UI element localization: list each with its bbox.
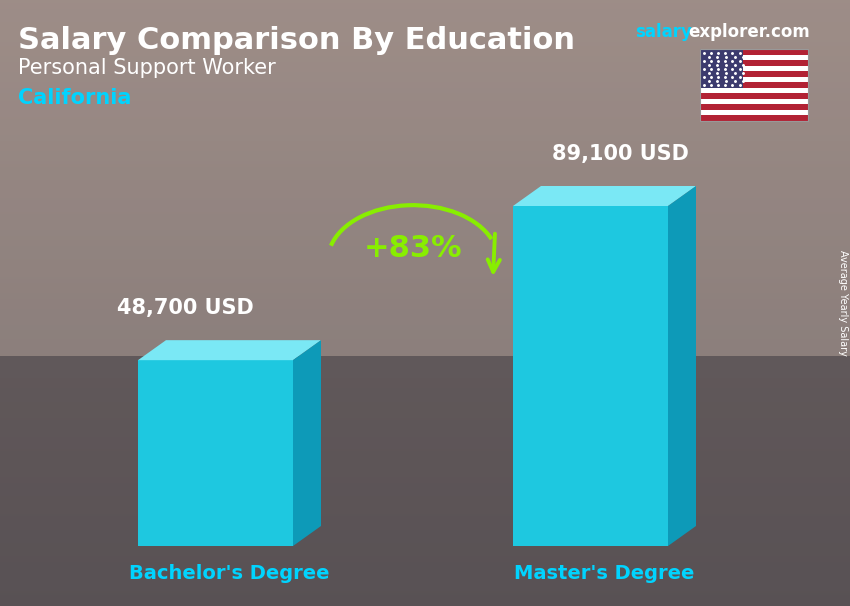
Text: Bachelor's Degree: Bachelor's Degree xyxy=(128,564,329,583)
Bar xyxy=(700,55,808,60)
Text: California: California xyxy=(18,88,132,108)
Bar xyxy=(700,65,808,71)
Bar xyxy=(700,60,808,65)
Polygon shape xyxy=(668,186,696,546)
Bar xyxy=(700,116,808,121)
Text: 48,700 USD: 48,700 USD xyxy=(116,298,253,318)
Polygon shape xyxy=(513,186,696,206)
Text: Average Yearly Salary: Average Yearly Salary xyxy=(838,250,848,356)
Bar xyxy=(700,77,808,82)
Bar xyxy=(700,110,808,116)
Polygon shape xyxy=(513,206,668,546)
Polygon shape xyxy=(138,360,293,546)
Polygon shape xyxy=(138,340,321,360)
Text: explorer.com: explorer.com xyxy=(688,23,810,41)
Bar xyxy=(700,104,808,110)
Text: Personal Support Worker: Personal Support Worker xyxy=(18,58,275,78)
Text: salary: salary xyxy=(635,23,692,41)
Bar xyxy=(700,88,808,93)
Text: +83%: +83% xyxy=(364,234,462,262)
Bar xyxy=(700,71,808,77)
Text: Salary Comparison By Education: Salary Comparison By Education xyxy=(18,26,575,55)
Polygon shape xyxy=(293,340,321,546)
Text: 89,100 USD: 89,100 USD xyxy=(552,144,688,164)
Bar xyxy=(700,49,743,88)
Bar xyxy=(700,49,808,121)
Bar xyxy=(700,49,808,55)
Bar xyxy=(700,82,808,88)
Bar xyxy=(700,93,808,99)
Text: Master's Degree: Master's Degree xyxy=(513,564,694,583)
Bar xyxy=(700,99,808,104)
